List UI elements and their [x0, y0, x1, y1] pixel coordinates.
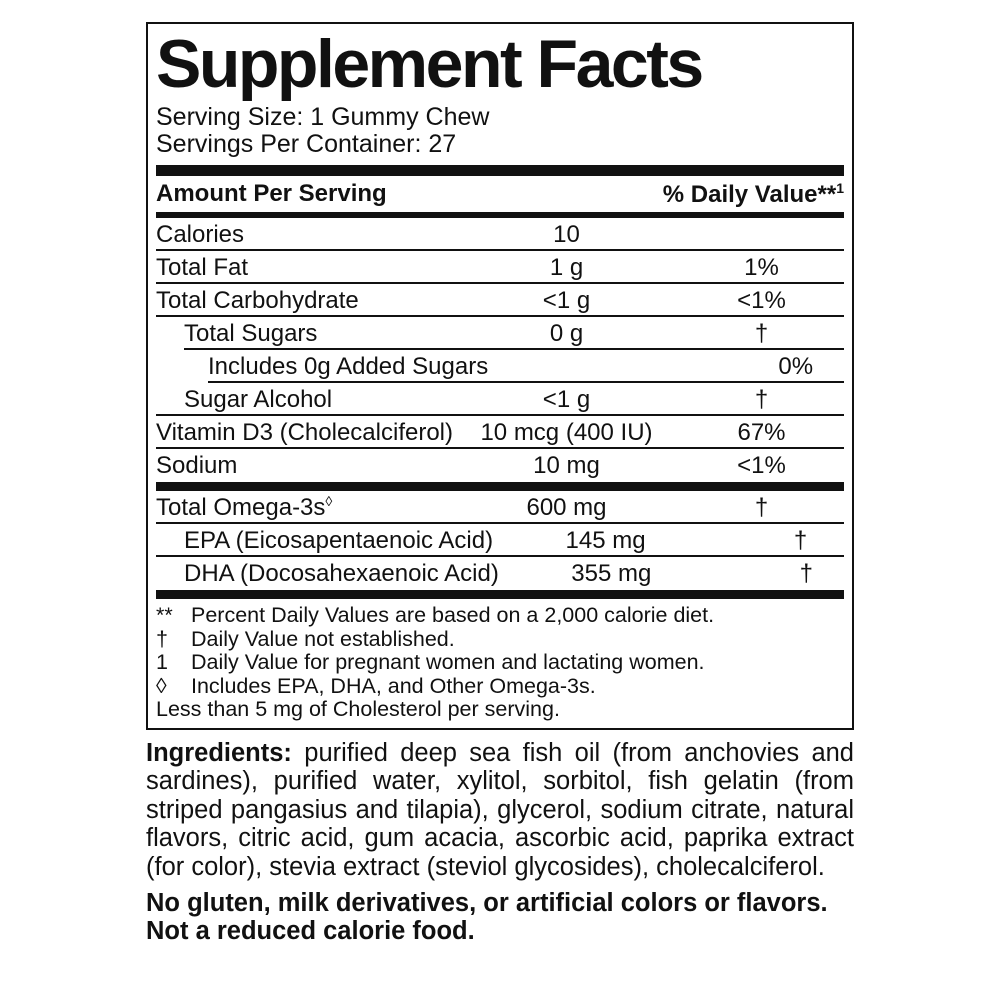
cholesterol-footnote: Less than 5 mg of Cholesterol per servin… [156, 697, 560, 721]
nutrient-row: EPA (Eicosapentaenoic Acid) 145 mg † [156, 524, 844, 557]
ingredients-label: Ingredients: [146, 738, 292, 767]
nutrient-name: EPA (Eicosapentaenoic Acid) [184, 527, 494, 554]
serving-size-line: Serving Size: 1 Gummy Chew [156, 103, 490, 131]
nutrient-row: Sugar Alcohol <1 g † [156, 383, 844, 416]
nutrient-row: Includes 0g Added Sugars 0% [156, 350, 844, 383]
table-header-row: Amount Per Serving % Daily Value**1 [156, 176, 844, 212]
nutrient-amount: 145 mg [565, 526, 646, 554]
nutrient-daily-value: † [799, 559, 813, 587]
nutrient-name: Total Carbohydrate [156, 287, 359, 314]
nutrient-amount: 10 mcg (400 IU) [480, 418, 653, 446]
footnote-item: † Daily Value not established. [156, 626, 844, 652]
ingredients-paragraph: Ingredients: purified deep sea fish oil … [146, 739, 854, 882]
nutrient-row: DHA (Docosahexaenoic Acid) 355 mg † [156, 557, 844, 590]
nutrient-amount: 10 [553, 220, 580, 248]
nutrient-name: Sodium [156, 452, 238, 479]
footnote-text: Percent Daily Values are based on a 2,00… [191, 603, 715, 627]
ingredients-text: purified deep sea fish oil (from anchovi… [146, 738, 854, 881]
nutrient-row: Sodium 10 mg <1% [156, 449, 844, 482]
nutrient-amount: 0 g [549, 319, 584, 347]
footnote-symbol: ◊ [156, 673, 167, 698]
nutrient-daily-value: 1% [744, 253, 779, 281]
nutrient-daily-value: † [793, 526, 808, 554]
footnote-symbol: ** [156, 603, 173, 627]
nutrient-daily-value: † [754, 319, 769, 347]
footnote-text: Daily Value for pregnant women and lacta… [191, 650, 705, 674]
nutrient-daily-value: <1% [737, 451, 786, 479]
nutrient-name: Calories [156, 221, 245, 248]
nutrient-daily-value: † [754, 385, 769, 413]
nutrient-name: Total Omega-3s◊ [156, 493, 333, 521]
nutrient-daily-value: <1% [737, 286, 786, 314]
footnote-symbol: † [156, 626, 168, 651]
nutrient-amount: 355 mg [571, 559, 652, 587]
divider-bar-top [156, 165, 844, 176]
nutrient-name: Total Sugars [184, 320, 318, 347]
footnotes: ** Percent Daily Values are based on a 2… [156, 599, 844, 698]
nutrient-amount: <1 g [542, 286, 591, 314]
divider-bar-header [156, 212, 844, 218]
nutrient-row: Total Fat 1 g 1% [156, 251, 844, 284]
facts-title: Supplement Facts [156, 26, 704, 102]
nutrient-row: Total Omega-3s◊ 600 mg † [156, 491, 844, 524]
supplement-facts-box: Supplement Facts Serving Size: 1 Gummy C… [146, 22, 854, 730]
nutrient-row: Calories 10 [156, 218, 844, 251]
nutrient-name: Total Fat [156, 254, 249, 281]
claim-line: No gluten, milk derivatives, or artifici… [146, 889, 828, 917]
amount-per-serving-header: Amount Per Serving [156, 180, 387, 207]
nutrient-rows: Calories 10 Total Fat 1 g 1% Total Carbo… [156, 218, 844, 599]
footnote-text: Includes EPA, DHA, and Other Omega-3s. [191, 673, 596, 698]
claim-line: Not a reduced calorie food. [146, 917, 475, 945]
claims: No gluten, milk derivatives, or artifici… [146, 889, 854, 945]
nutrient-daily-value: 0% [778, 352, 814, 380]
nutrient-amount: 10 mg [533, 451, 600, 479]
servings-per-container-line: Servings Per Container: 27 [156, 130, 457, 158]
nutrient-amount: 1 g [549, 253, 584, 281]
nutrient-name: Vitamin D3 (Cholecalciferol) [156, 419, 453, 446]
nutrient-name: DHA (Docosahexaenoic Acid) [184, 560, 499, 587]
nutrient-amount: <1 g [542, 385, 591, 413]
nutrient-row: Vitamin D3 (Cholecalciferol) 10 mcg (400… [156, 416, 844, 449]
footnote-item: ◊ Includes EPA, DHA, and Other Omega-3s. [156, 673, 844, 699]
nutrient-row: Total Carbohydrate <1 g <1% [156, 284, 844, 317]
footnote-text: Daily Value not established. [191, 626, 455, 651]
nutrient-daily-value: 67% [737, 418, 786, 446]
supplement-label: Supplement Facts Serving Size: 1 Gummy C… [146, 22, 854, 945]
daily-value-header-text: % Daily Value** [662, 180, 837, 208]
divider-bar-section [156, 590, 844, 599]
divider-bar-section [156, 482, 844, 491]
daily-value-header: % Daily Value**1 [663, 180, 844, 209]
nutrient-amount: 600 mg [526, 493, 607, 521]
daily-value-header-superscript: 1 [836, 179, 844, 196]
footnote-item: 1 Daily Value for pregnant women and lac… [156, 650, 844, 675]
nutrient-daily-value: † [754, 493, 769, 521]
footnote-item: ** Percent Daily Values are based on a 2… [156, 603, 844, 628]
nutrient-row: Total Sugars 0 g † [156, 317, 844, 350]
nutrient-name: Sugar Alcohol [184, 386, 333, 413]
footnote-symbol: 1 [156, 650, 168, 674]
nutrient-name: Includes 0g Added Sugars [208, 353, 489, 380]
